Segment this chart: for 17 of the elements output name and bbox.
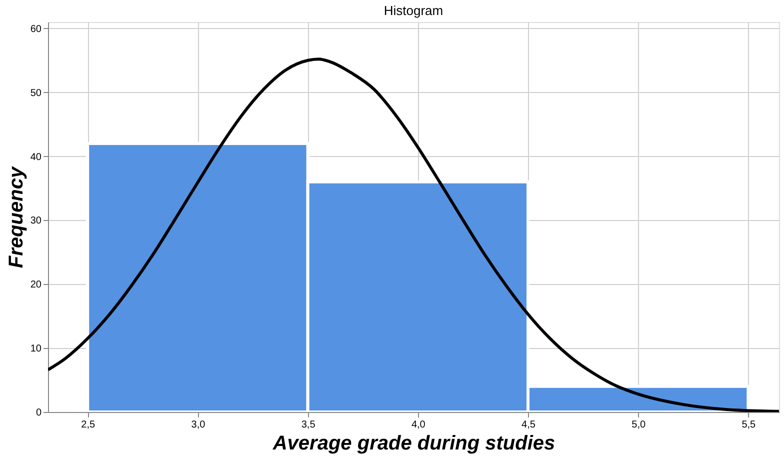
x-tick-label: 3,0	[191, 420, 206, 430]
x-tick-label: 5,0	[632, 420, 646, 430]
y-tick-label: 0	[36, 408, 42, 418]
y-tick-label: 30	[30, 216, 42, 227]
y-tick-label: 40	[30, 152, 42, 163]
y-tick-label: 10	[30, 344, 42, 355]
x-tick-label: 2,5	[81, 420, 96, 430]
x-tick-label: 5,5	[742, 420, 756, 430]
x-tick-label: 3,5	[301, 420, 316, 430]
x-axis-title: Average grade during studies	[272, 432, 556, 454]
y-tick-label: 50	[30, 88, 42, 99]
y-axis-title: Frequency	[5, 166, 28, 268]
y-tick-label: 60	[30, 24, 42, 35]
chart-title: Histogram	[384, 3, 444, 18]
x-tick-label: 4,5	[522, 420, 536, 430]
y-tick-label: 20	[30, 280, 42, 291]
x-tick-label: 4,0	[411, 420, 426, 430]
